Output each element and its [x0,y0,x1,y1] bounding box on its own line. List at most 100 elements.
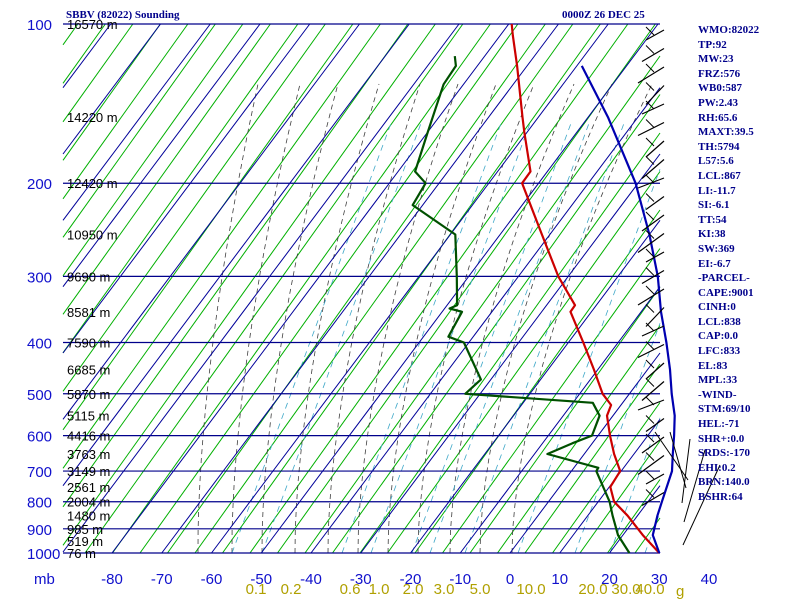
wind-barb-flag [645,359,655,369]
dry-adiabat [62,23,299,354]
wind-barb [645,362,665,380]
mixing-ratio-line [517,169,661,554]
moist-adiabat [387,83,497,554]
height-label: 3763 m [67,447,110,462]
index-item: CINH:0 [698,301,736,314]
isotherm [111,23,510,554]
wind-barb [683,449,706,523]
height-label: 10950 m [67,228,118,243]
isotherm [62,23,261,287]
isotherm [161,23,559,554]
pressure-label: 300 [27,269,52,286]
dry-adiabat [579,440,661,554]
index-item: LCL:867 [698,169,741,182]
wind-barb [645,251,665,263]
index-item: WMO:82022 [698,24,760,36]
sounding-time: 0000Z 26 DEC 25 [562,9,645,21]
mixing-ratio-label: 2.0 [403,581,424,598]
wind-barb-flag [645,100,655,110]
index-item: CAP:0.0 [698,330,739,343]
mixing-ratio-label: 30.0 [611,581,640,598]
wind-barb [641,269,665,285]
temperature-label: -70 [151,571,173,588]
wind-barb-flag [645,304,655,313]
pressure-label: 100 [27,17,52,34]
dry-adiabat [552,402,661,554]
index-item: EI:-6.7 [698,257,731,270]
wind-barb [641,325,665,337]
grid [62,23,661,554]
height-label: 2004 m [67,495,110,510]
index-item: SW:369 [698,242,735,255]
wind-barb-flag [645,211,655,221]
height-label: 1480 m [67,509,110,524]
height-label: 519 m [67,534,103,549]
wind-barb [637,288,665,306]
dry-adiabat [469,286,661,554]
dry-adiabat [607,479,661,554]
mixing-ratio-label: 40.0 [635,581,664,598]
mixing-ratio-line [609,417,661,554]
index-item: SRDS:-170 [698,447,750,460]
isotherm [62,23,311,354]
wind-barb [637,399,665,411]
height-label: 16570 m [67,17,118,32]
wind-barb [645,29,665,41]
index-item: -WIND- [698,388,737,401]
mixing-ratio-unit-label: g [676,583,684,600]
isotherm [310,87,661,554]
temperature-line [510,23,661,554]
height-label: 985 m [67,522,103,537]
wind-barb [637,121,665,137]
moist-adiabat [357,83,459,554]
pressure-label: 800 [27,495,52,512]
pressure-label: 900 [27,522,52,539]
mixing-ratio-label: 20.0 [578,581,607,598]
dry-adiabat [524,363,661,554]
chart-title: SBBV (82022) Sounding [66,9,180,21]
pressure-label: 200 [27,176,52,193]
dry-adiabat [62,23,189,200]
wind-barb-flag [645,119,655,128]
index-item: BRN:140.0 [698,476,750,489]
wind-barb-flag [645,285,655,295]
mixing-ratio-line [464,122,625,554]
wind-barb-flag [645,193,655,202]
mixing-ratio-label: 5.0 [470,581,491,598]
moist-adiabat [511,83,653,554]
pressure-label: 600 [27,429,52,446]
dewpoint-line [411,55,631,554]
dry-adiabat [414,209,661,554]
index-item: MW:23 [698,53,734,66]
mixing-ratio-line [574,323,661,554]
pressure-unit-label: mb [34,571,55,588]
index-item: MPL:33 [698,374,738,387]
index-item: RH:65.6 [698,111,738,124]
moist-adiabat [479,83,613,554]
pressure-label: 500 [27,387,52,404]
temperature-label: 0 [506,571,514,588]
moist-adiabat [449,83,575,554]
index-item: TH:5794 [698,140,740,153]
wind-barb-flag [645,45,655,54]
index-item: CAPE:9001 [698,286,754,299]
index-item: HEL:-71 [698,418,740,431]
isotherm [360,153,661,554]
wind-barb-flag [645,341,655,350]
temperature-label: 30 [651,571,668,588]
wind-barb [645,473,665,485]
wind-barb [645,140,665,158]
parcel-line [580,65,676,554]
wind-barb-flag [645,63,655,73]
wind-barb [641,47,665,63]
wind-barb-flag [645,322,655,332]
dry-adiabat [62,23,216,238]
moist-adiabat [327,83,421,554]
wind-barb-flag [645,396,655,406]
moist-adiabat [197,83,259,554]
temperature-label: 20 [601,571,618,588]
wind-barb [641,159,665,179]
dry-adiabat [112,23,491,554]
index-item: WB0:587 [698,82,742,95]
index-item: SI:-6.1 [698,199,730,212]
